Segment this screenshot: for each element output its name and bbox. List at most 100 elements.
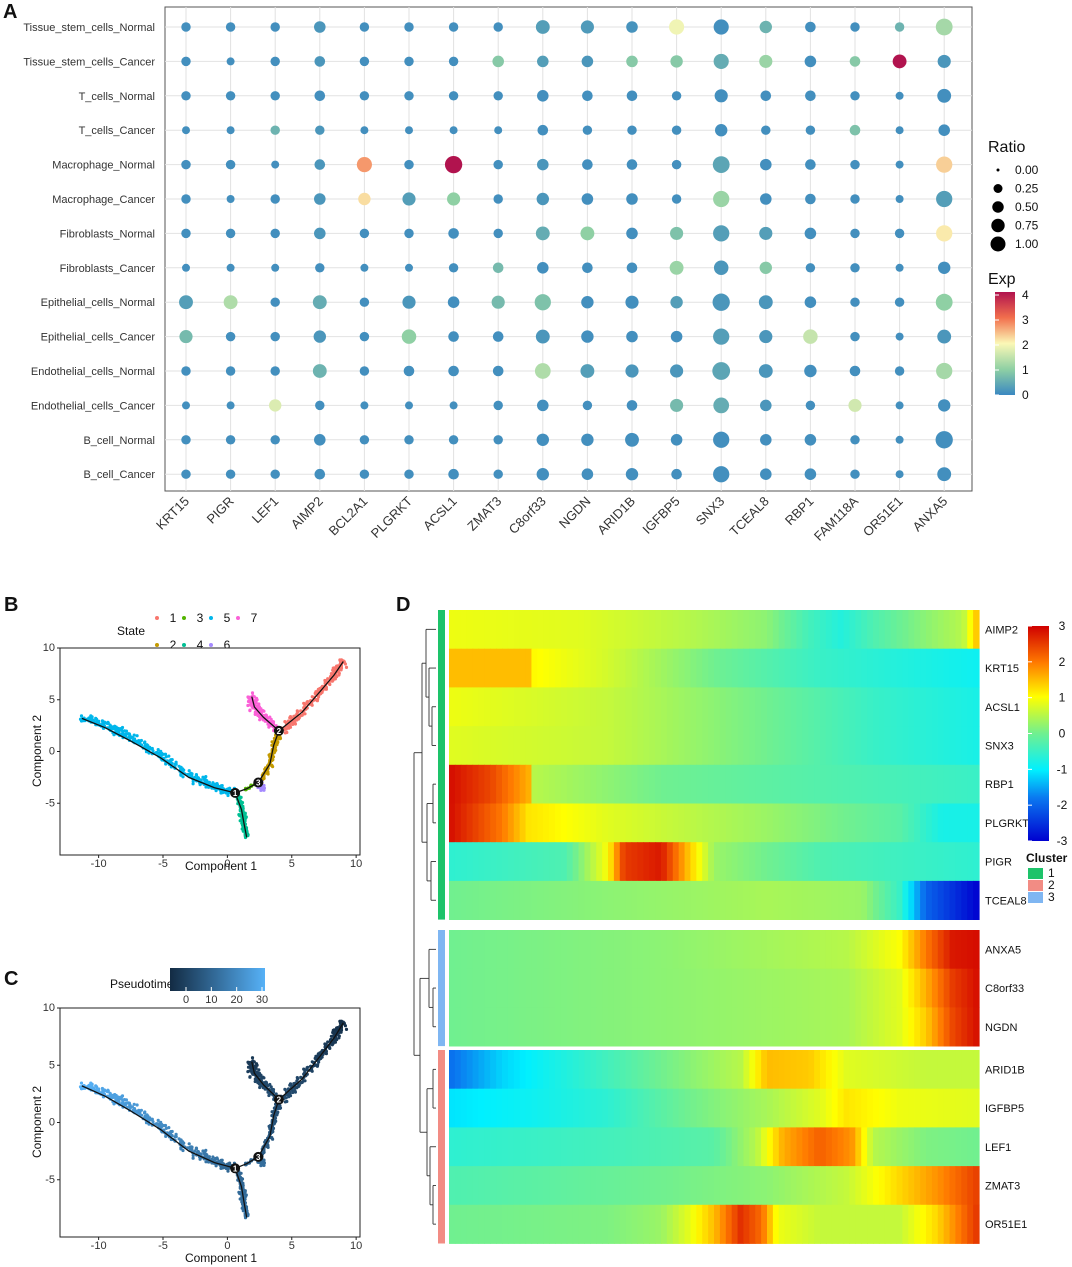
heatmap-cell — [796, 880, 803, 920]
heatmap-cell — [637, 648, 644, 688]
heatmap-cell — [784, 1050, 792, 1090]
heatmap-cell — [708, 648, 715, 688]
heatmap-cell — [737, 1204, 745, 1244]
heatmap-cell — [755, 930, 762, 970]
heatmap-cell — [914, 610, 921, 650]
heatmap-colorbar-tick-label: -2 — [1057, 798, 1068, 812]
heatmap-cell — [837, 1166, 845, 1206]
heatmap-cell — [796, 1088, 803, 1128]
state-legend-swatch — [182, 616, 186, 620]
heatmap-cell — [873, 842, 880, 882]
heatmap-cell — [578, 764, 586, 804]
heatmap-cell — [719, 880, 727, 920]
heatmap-cell — [449, 1204, 456, 1244]
gene-label: FAM118A — [811, 493, 862, 544]
heatmap-cell — [655, 687, 662, 727]
state-legend-swatch — [155, 643, 159, 647]
dot-point — [315, 125, 325, 135]
cell-point — [316, 697, 320, 701]
ratio-legend-label: 0.25 — [1015, 182, 1039, 196]
heatmap-cell — [767, 764, 774, 804]
cell-point — [331, 1040, 335, 1045]
dot-point — [895, 401, 904, 410]
heatmap-cell — [896, 1166, 904, 1206]
heatmap-cell — [496, 1127, 503, 1167]
heatmap-cell — [560, 687, 568, 727]
heatmap-cell — [702, 726, 709, 766]
heatmap-cell — [743, 1204, 750, 1244]
gene-label: OR51E1 — [860, 494, 906, 540]
heatmap-cell — [902, 764, 909, 804]
heatmap-cell — [678, 1166, 686, 1206]
heatmap-cell — [731, 1166, 739, 1206]
heatmap-cell — [590, 1007, 597, 1047]
heatmap-cell — [949, 1127, 957, 1167]
heatmap-cell — [484, 880, 491, 920]
dot-point — [760, 434, 772, 446]
heatmap-cell — [472, 726, 480, 766]
heatmap-cell — [843, 687, 851, 727]
heatmap-cell — [472, 930, 480, 970]
heatmap-cell — [637, 1007, 644, 1047]
dot-point — [713, 431, 730, 448]
dot-point — [181, 194, 191, 204]
heatmap-cell — [855, 764, 862, 804]
dot-point — [895, 195, 904, 203]
cell-point — [283, 1087, 287, 1091]
heatmap-cell — [696, 968, 703, 1008]
cell-point — [339, 1028, 344, 1032]
heatmap-cell — [890, 726, 898, 766]
heatmap-cell — [543, 610, 550, 650]
heatmap-cell — [825, 1204, 833, 1244]
cell-point — [344, 665, 349, 670]
heatmap-cell — [672, 1007, 680, 1047]
heatmap-cell — [708, 968, 715, 1008]
dot-point — [535, 329, 550, 344]
heatmap-cell — [549, 648, 556, 688]
heatmap-cell — [849, 610, 856, 650]
heatmap-cell — [725, 648, 733, 688]
heatmap-cell — [460, 1166, 468, 1206]
heatmap-cell — [820, 726, 827, 766]
heatmap-cell — [731, 968, 739, 1008]
dot-point — [312, 364, 327, 378]
heatmap-cell — [513, 803, 521, 843]
cell-point — [90, 1084, 94, 1088]
heatmap-cell — [873, 1127, 880, 1167]
heatmap-cell — [796, 1007, 803, 1047]
heatmap-cell — [631, 726, 639, 766]
heatmap-cell — [714, 1050, 721, 1090]
heatmap-cell — [878, 687, 886, 727]
cell-point — [79, 1081, 84, 1085]
dot-point — [805, 21, 816, 33]
dot-point — [626, 227, 638, 240]
heatmap-cell — [684, 803, 692, 843]
cell-point — [260, 1161, 264, 1165]
heatmap-cell — [890, 610, 898, 650]
heatmap-cell — [849, 1166, 856, 1206]
trajectory-line — [278, 1022, 344, 1101]
heatmap-cell — [661, 687, 668, 727]
cell-point — [302, 701, 306, 705]
x-tick-label: -10 — [91, 1240, 107, 1252]
heatmap-cell — [466, 1166, 474, 1206]
heatmap-cell — [861, 648, 868, 688]
heatmap-cell — [560, 764, 568, 804]
heatmap-cell — [466, 803, 474, 843]
heatmap-cell — [949, 842, 957, 882]
cell-point — [173, 762, 177, 767]
heatmap-cell — [672, 930, 680, 970]
heatmap-cell — [796, 610, 803, 650]
heatmap-cell — [590, 968, 597, 1008]
dot-point — [759, 330, 773, 344]
heatmap-cell — [949, 1204, 957, 1244]
cell-point — [137, 740, 141, 744]
heatmap-cell — [525, 648, 533, 688]
heatmap-cell — [849, 842, 856, 882]
heatmap-cell — [755, 1166, 762, 1206]
heatmap-cell — [708, 1007, 715, 1047]
heatmap-cell — [873, 726, 880, 766]
heatmap-cell — [537, 726, 544, 766]
heatmap-cell — [731, 1007, 739, 1047]
dot-point — [759, 226, 773, 240]
